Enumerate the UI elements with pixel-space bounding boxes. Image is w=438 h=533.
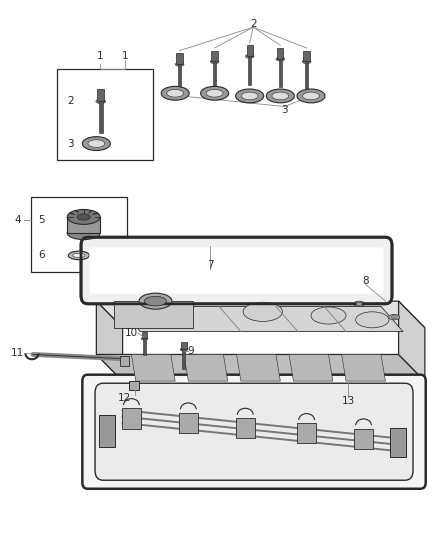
Text: 8: 8	[362, 277, 369, 286]
Ellipse shape	[145, 296, 166, 306]
Text: 4: 4	[14, 215, 21, 224]
Ellipse shape	[356, 312, 389, 328]
Ellipse shape	[356, 302, 362, 305]
Ellipse shape	[175, 62, 184, 66]
Bar	[248, 56, 251, 85]
Ellipse shape	[245, 54, 254, 58]
Polygon shape	[96, 354, 425, 381]
Bar	[297, 423, 316, 443]
Text: 12: 12	[118, 393, 131, 402]
FancyBboxPatch shape	[95, 383, 413, 480]
Text: 2: 2	[67, 96, 74, 106]
Ellipse shape	[67, 227, 100, 240]
Text: 1: 1	[121, 51, 128, 61]
Text: 6: 6	[38, 251, 45, 261]
Text: 9: 9	[187, 346, 194, 356]
Ellipse shape	[302, 60, 311, 63]
Ellipse shape	[139, 293, 172, 309]
Bar	[179, 413, 198, 433]
Bar	[236, 418, 255, 438]
Ellipse shape	[236, 89, 264, 103]
Text: 3: 3	[67, 139, 74, 149]
Ellipse shape	[391, 316, 397, 319]
Bar	[177, 53, 183, 64]
Bar	[142, 332, 147, 338]
FancyBboxPatch shape	[81, 237, 392, 304]
Bar	[120, 356, 129, 366]
Bar	[304, 51, 310, 61]
Text: 11: 11	[11, 348, 24, 358]
Ellipse shape	[311, 307, 346, 324]
Polygon shape	[184, 354, 228, 381]
Ellipse shape	[389, 314, 399, 320]
Ellipse shape	[241, 92, 258, 100]
Bar	[277, 48, 283, 59]
Bar	[247, 45, 253, 56]
Text: 7: 7	[207, 261, 214, 270]
Ellipse shape	[167, 90, 184, 97]
Bar	[122, 408, 141, 429]
Polygon shape	[131, 354, 175, 381]
Bar	[305, 61, 308, 90]
Text: 3: 3	[281, 106, 288, 115]
Ellipse shape	[88, 140, 105, 148]
Text: 10: 10	[125, 328, 138, 338]
Polygon shape	[342, 354, 385, 381]
Polygon shape	[96, 301, 425, 328]
Bar	[57, 69, 153, 160]
Polygon shape	[399, 301, 425, 381]
Bar	[99, 101, 102, 133]
Bar	[213, 61, 216, 90]
Bar	[390, 427, 406, 457]
Text: 2: 2	[251, 19, 258, 29]
Polygon shape	[96, 301, 123, 381]
Ellipse shape	[243, 302, 283, 321]
Ellipse shape	[353, 301, 364, 306]
Ellipse shape	[96, 99, 106, 103]
Bar	[354, 429, 373, 449]
Ellipse shape	[77, 214, 90, 220]
Ellipse shape	[67, 209, 100, 224]
Polygon shape	[114, 301, 193, 328]
Ellipse shape	[210, 60, 219, 63]
Bar	[178, 64, 181, 93]
Bar	[97, 89, 104, 101]
Bar	[129, 381, 139, 390]
FancyBboxPatch shape	[82, 375, 426, 489]
Bar	[143, 338, 146, 355]
Ellipse shape	[206, 90, 223, 97]
Ellipse shape	[180, 348, 188, 351]
Text: 13: 13	[342, 396, 355, 406]
Bar	[212, 51, 218, 61]
Text: 1: 1	[97, 51, 104, 61]
Bar	[99, 415, 115, 447]
Polygon shape	[237, 354, 280, 381]
Ellipse shape	[73, 253, 85, 257]
Bar	[182, 349, 186, 369]
Ellipse shape	[161, 86, 189, 100]
FancyBboxPatch shape	[89, 247, 384, 294]
Ellipse shape	[82, 136, 110, 150]
Ellipse shape	[297, 89, 325, 103]
Ellipse shape	[303, 92, 319, 100]
Ellipse shape	[272, 92, 289, 100]
Bar	[181, 342, 187, 349]
Ellipse shape	[201, 86, 229, 100]
Ellipse shape	[68, 251, 89, 260]
Polygon shape	[67, 217, 100, 233]
Bar	[31, 197, 127, 272]
Ellipse shape	[266, 89, 294, 103]
Polygon shape	[118, 306, 403, 332]
Text: 5: 5	[38, 215, 45, 224]
Ellipse shape	[276, 57, 285, 61]
Ellipse shape	[141, 337, 148, 340]
Bar	[279, 59, 282, 87]
Polygon shape	[289, 354, 333, 381]
